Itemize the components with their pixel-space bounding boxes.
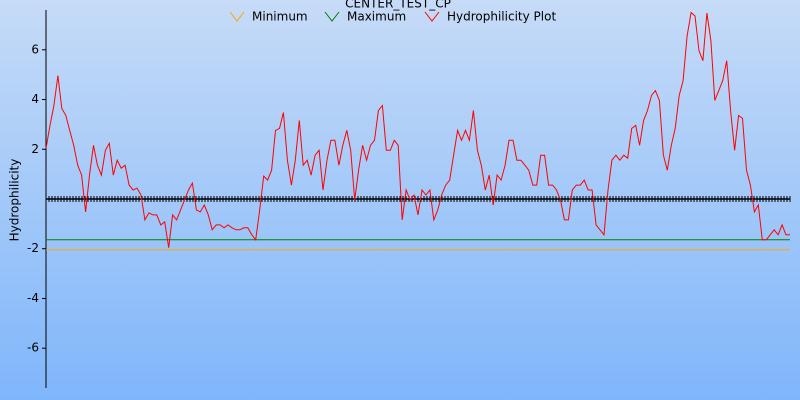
legend-label: Maximum [347,10,406,24]
legend-icon [424,11,440,22]
y-tick-label: 6 [31,42,39,56]
legend-icon [229,11,245,22]
y-axis-label: Hydrophilicity [8,159,22,242]
chart-title: CENTER_TEST_CP [345,0,451,11]
y-tick-label: -4 [27,291,39,305]
y-tick-label: -2 [27,241,39,255]
legend-icon [324,11,340,22]
legend-label: Minimum [252,10,308,24]
legend-label: Hydrophilicity Plot [447,10,556,24]
y-tick-label: 4 [31,92,39,106]
y-tick-label: 2 [31,142,39,156]
y-tick-label: -6 [27,341,39,355]
data-line [45,11,790,248]
